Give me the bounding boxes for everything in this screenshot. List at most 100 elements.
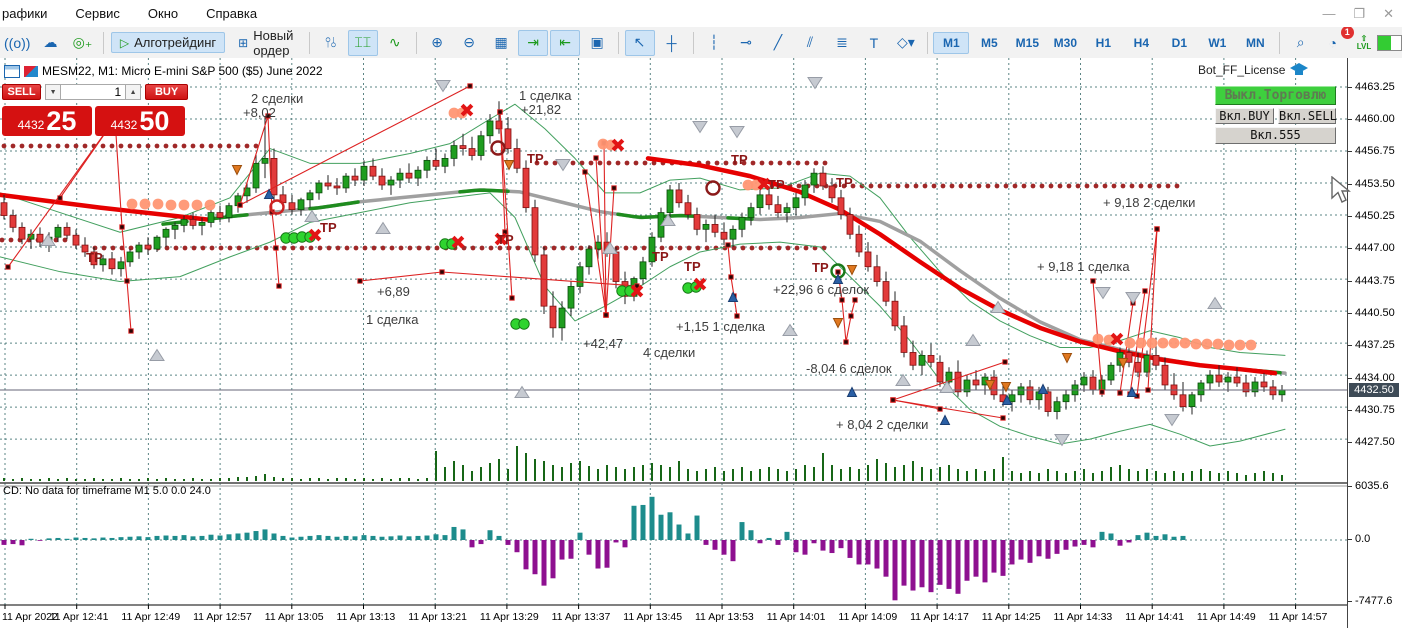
- enable-555-button[interactable]: Вкл.555: [1215, 127, 1336, 144]
- macd-bar: [541, 540, 547, 586]
- tp-dotted-line: [904, 183, 910, 189]
- candle-up: [810, 172, 818, 186]
- line-chart-icon[interactable]: ∿: [388, 34, 401, 50]
- tp-dotted-line: [53, 237, 59, 243]
- tp-dotted-line: [136, 143, 142, 149]
- candle-up: [792, 197, 800, 209]
- tp-dotted-line: [164, 245, 170, 251]
- toggle-trading-button[interactable]: Выкл.Торговлю: [1215, 86, 1336, 105]
- objects-list-icon[interactable]: [4, 64, 20, 78]
- tp-dotted-line: [244, 143, 250, 149]
- window-close-button[interactable]: ✕: [1383, 5, 1394, 21]
- volume-bar: [1146, 469, 1148, 481]
- buy-button[interactable]: BUY: [145, 84, 188, 100]
- fibo-icon[interactable]: ≣: [836, 34, 848, 50]
- macd-bar: [631, 505, 637, 540]
- cloud-icon[interactable]: ☁: [43, 34, 58, 50]
- screenshot-icon[interactable]: ▣: [590, 34, 604, 50]
- buy-price-box[interactable]: 4432 50: [95, 106, 185, 136]
- add-signal-icon[interactable]: ◎₊: [72, 34, 93, 50]
- volume-bar: [1011, 471, 1013, 481]
- price-axis[interactable]: 4463.25 4460.00 4456.75 4453.50 4450.25 4447.…: [1347, 58, 1402, 628]
- shapes-icon[interactable]: ◇▾: [897, 34, 915, 50]
- tp-label: TP: [527, 151, 544, 166]
- macd-bar: [199, 535, 205, 540]
- window-minimize-button[interactable]: —: [1322, 6, 1336, 21]
- tp-dotted-line: [281, 245, 287, 251]
- chart-windows-icon[interactable]: [24, 65, 38, 77]
- trade-marker: [728, 274, 734, 280]
- new-order-icon: ⊞: [238, 35, 249, 50]
- tp-dotted-line: [597, 160, 603, 166]
- timeframe-h1[interactable]: H1: [1095, 35, 1111, 50]
- search-icon[interactable]: ⌕: [1296, 34, 1305, 50]
- volume-bar: [1254, 473, 1256, 481]
- tp-dotted-line: [362, 245, 368, 251]
- tile-windows-icon[interactable]: ▦: [494, 34, 508, 50]
- macd-bar: [460, 529, 466, 540]
- zoom-in-icon[interactable]: ⊕: [431, 34, 444, 50]
- macd-bar: [667, 512, 673, 540]
- volume-bar: [201, 479, 203, 481]
- volume-down-button[interactable]: ▼: [45, 84, 62, 100]
- candle-down: [891, 300, 899, 327]
- price-label: 4434.00: [1355, 372, 1395, 384]
- vertical-line-icon[interactable]: ┆: [709, 34, 719, 50]
- timeframe-h4[interactable]: H4: [1133, 35, 1149, 50]
- broadcast-icon[interactable]: ((o)): [4, 34, 31, 51]
- volume-bar: [840, 469, 842, 481]
- volume-up-button[interactable]: ▲: [125, 84, 142, 100]
- candles-chart-icon[interactable]: ⌶⌶: [347, 29, 378, 56]
- salmon-dot: [178, 199, 190, 211]
- volume-bar: [1128, 469, 1130, 481]
- menu-item-2[interactable]: Окно: [147, 6, 179, 21]
- algotrading-button[interactable]: ▷ Алготрейдинг: [110, 32, 226, 53]
- menu-item-1[interactable]: Сервис: [75, 6, 120, 21]
- tp-dotted-line: [488, 245, 494, 251]
- macd-bar: [1153, 535, 1159, 540]
- shift-back-icon[interactable]: ⇤: [550, 29, 581, 56]
- channel-icon[interactable]: ⫽: [806, 34, 814, 50]
- timeframe-m15[interactable]: M15: [1015, 35, 1039, 50]
- candle-up: [54, 226, 62, 238]
- timeframe-m30[interactable]: M30: [1053, 35, 1077, 50]
- sell-price-box[interactable]: 4432 25: [2, 106, 92, 136]
- shift-end-icon[interactable]: ⇥: [518, 29, 549, 56]
- timeframe-d1[interactable]: D1: [1171, 35, 1187, 50]
- cursor-icon[interactable]: ↖: [624, 29, 655, 56]
- trendline-icon[interactable]: ╱: [773, 34, 783, 50]
- timeframe-mn[interactable]: MN: [1245, 35, 1265, 50]
- volume-field[interactable]: 1: [61, 84, 126, 100]
- timeframe-m1[interactable]: M1: [933, 31, 970, 54]
- tp-dotted-line: [109, 143, 115, 149]
- candle-up: [648, 236, 656, 263]
- enable-buy-button[interactable]: Вкл.BUY: [1215, 108, 1274, 124]
- zoom-out-icon[interactable]: ⊖: [463, 34, 476, 50]
- menu-item-0[interactable]: рафики: [2, 6, 48, 21]
- candle-down: [0, 202, 8, 216]
- volume-bar: [138, 479, 140, 481]
- timeframe-m5[interactable]: M5: [980, 35, 998, 50]
- volume-bar: [1056, 471, 1058, 481]
- candle-up: [126, 251, 134, 263]
- text-icon[interactable]: T: [869, 34, 879, 51]
- trade-marker: [276, 283, 282, 289]
- volume-bar: [93, 478, 95, 481]
- candle-up: [423, 159, 431, 171]
- timeframe-w1[interactable]: W1: [1208, 35, 1227, 50]
- volume-bar: [417, 479, 419, 481]
- macd-bar: [19, 540, 25, 546]
- sell-button[interactable]: SELL: [2, 84, 42, 100]
- window-restore-button[interactable]: ❐: [1353, 5, 1366, 21]
- tp-dotted-line: [218, 245, 224, 251]
- horizontal-line-icon[interactable]: ⊸: [740, 34, 752, 50]
- new-order-button[interactable]: ⊞ Новый ордер: [229, 27, 302, 58]
- crosshair-icon[interactable]: ┼: [666, 34, 677, 51]
- candle-up: [945, 371, 953, 383]
- community-icon[interactable]: ◔ 1: [1318, 27, 1354, 56]
- menu-item-3[interactable]: Справка: [206, 6, 258, 21]
- bars-chart-icon[interactable]: ⫯⫰: [324, 34, 337, 50]
- fractal-up-arrow: [660, 213, 676, 226]
- enable-sell-button[interactable]: Вкл.SELL: [1278, 108, 1337, 124]
